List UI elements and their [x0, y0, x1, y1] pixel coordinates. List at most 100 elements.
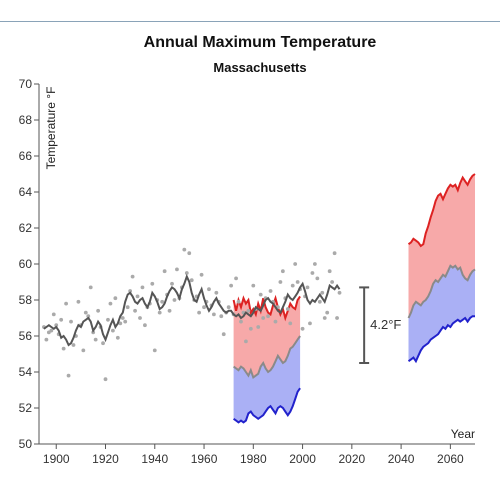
- observed-point: [133, 308, 137, 313]
- observed-point: [162, 269, 167, 274]
- observed-point: [315, 276, 320, 281]
- observed-point: [322, 316, 327, 320]
- y-tick-label: 62: [19, 221, 33, 235]
- observed-point: [49, 328, 54, 333]
- x-tick-label: 1960: [191, 452, 218, 466]
- observed-point: [81, 348, 86, 353]
- observed-point: [199, 272, 204, 277]
- projection-upper-band: [408, 174, 475, 318]
- observed-point: [332, 251, 337, 256]
- observed-point: [211, 312, 216, 317]
- observed-line: [43, 273, 341, 347]
- observed-point: [66, 373, 71, 378]
- observed-point: [308, 321, 312, 326]
- observed-point: [108, 301, 113, 306]
- y-tick-label: 70: [19, 77, 33, 91]
- hindcast-median-line: [233, 335, 301, 379]
- observed-point: [101, 341, 105, 346]
- observed-point: [248, 326, 253, 331]
- y-tick-label: 58: [19, 293, 33, 307]
- y-tick-label: 68: [19, 113, 33, 127]
- observed-point: [221, 332, 226, 337]
- observed-point: [320, 290, 325, 295]
- observed-point: [120, 316, 125, 320]
- hindcast-low-line: [233, 387, 301, 424]
- y-tick-label: 56: [19, 329, 33, 343]
- observed-point: [110, 328, 115, 333]
- observed-point: [312, 262, 317, 266]
- observed-point: [305, 285, 310, 290]
- observed-point: [96, 308, 101, 313]
- observed-point: [184, 271, 189, 275]
- observed-point: [330, 280, 335, 284]
- y-tick-label: 52: [19, 401, 33, 415]
- observed-point: [91, 330, 96, 335]
- x-tick-label: 2060: [437, 452, 464, 466]
- observed-point: [54, 323, 59, 328]
- observed-point: [266, 314, 270, 319]
- y-tick-label: 66: [19, 149, 33, 163]
- observed-point: [143, 323, 147, 328]
- observed-point: [130, 274, 135, 279]
- observed-point: [140, 285, 145, 290]
- y-tick-label: 60: [19, 257, 33, 271]
- observed-point: [88, 285, 93, 290]
- observed-point: [83, 310, 88, 315]
- observed-point: [69, 319, 73, 324]
- observed-point: [61, 346, 66, 351]
- observed-point: [44, 337, 49, 342]
- observed-point: [278, 280, 283, 284]
- observed-point: [207, 287, 211, 292]
- observed-point: [170, 281, 174, 286]
- observed-point: [280, 269, 285, 274]
- y-tick-label: 54: [19, 365, 33, 379]
- observed-point: [106, 317, 110, 322]
- observed-point: [268, 289, 273, 293]
- observed-point: [317, 299, 322, 304]
- observed-point: [273, 319, 278, 324]
- observed-point: [152, 348, 157, 353]
- observed-point: [157, 310, 162, 315]
- x-tick-label: 1920: [92, 452, 119, 466]
- x-axis-label: Year: [451, 427, 475, 441]
- projection-lower-band: [408, 265, 475, 362]
- observed-point: [76, 299, 81, 304]
- observed-point: [261, 316, 266, 320]
- y-axis-label: Temperature °F: [44, 87, 58, 170]
- observed-point: [51, 312, 56, 317]
- observed-point: [135, 294, 140, 299]
- x-tick-label: 1940: [141, 452, 168, 466]
- observed-point: [229, 283, 234, 288]
- observed-point: [167, 308, 172, 313]
- observed-point: [310, 271, 315, 275]
- observed-point: [300, 326, 305, 331]
- observed-point: [226, 305, 231, 310]
- change-bracket-label: 4.2°F: [370, 317, 401, 332]
- observed-point: [197, 310, 202, 315]
- y-tick-label: 64: [19, 185, 33, 199]
- observed-point: [138, 316, 142, 320]
- projection-low-line: [407, 315, 475, 364]
- hindcast-lower-band: [233, 336, 301, 423]
- x-tick-label: 2040: [388, 452, 415, 466]
- x-tick-label: 1900: [43, 452, 70, 466]
- projection-median-line: [407, 264, 476, 319]
- observed-point: [64, 301, 68, 306]
- chart-subtitle: Massachusetts: [213, 60, 307, 75]
- observed-point: [214, 290, 219, 295]
- observed-point: [327, 269, 332, 274]
- observed-point: [256, 325, 261, 329]
- observed-point: [219, 314, 224, 319]
- observed-point: [125, 305, 130, 310]
- observed-point: [285, 307, 290, 311]
- observed-point: [128, 289, 133, 293]
- observed-point: [187, 251, 192, 256]
- observed-point: [239, 319, 243, 324]
- y-tick-label: 50: [19, 437, 33, 451]
- hindcast-high-line: [232, 294, 301, 322]
- observed-point: [115, 335, 120, 340]
- observed-point: [93, 337, 98, 342]
- observed-point: [175, 267, 179, 272]
- observed-point: [290, 283, 295, 288]
- observed-point: [59, 317, 64, 322]
